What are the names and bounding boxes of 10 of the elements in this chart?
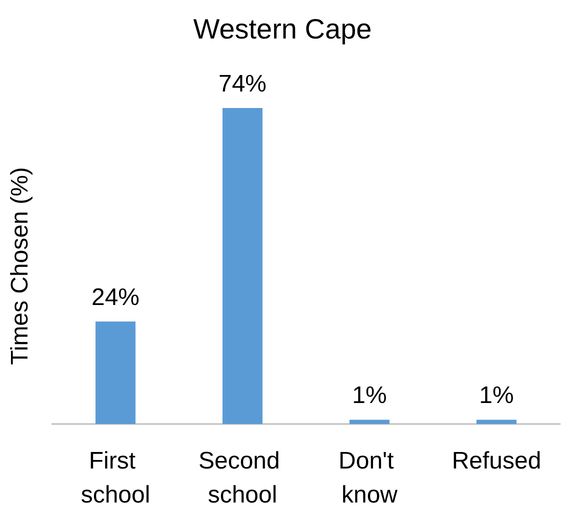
x-tick-label: Second school — [198, 448, 287, 508]
x-tick-label: First school — [80, 448, 150, 508]
chart-title: Western Cape — [193, 14, 372, 44]
y-axis-title: Times Chosen (%) — [6, 167, 34, 365]
data-label: 1% — [479, 382, 514, 410]
data-label: 74% — [218, 70, 267, 98]
x-tick-label: Refused — [452, 448, 542, 474]
data-label: 24% — [91, 284, 140, 312]
data-label: 1% — [352, 382, 387, 410]
x-tick-label: Don't know — [338, 448, 400, 508]
